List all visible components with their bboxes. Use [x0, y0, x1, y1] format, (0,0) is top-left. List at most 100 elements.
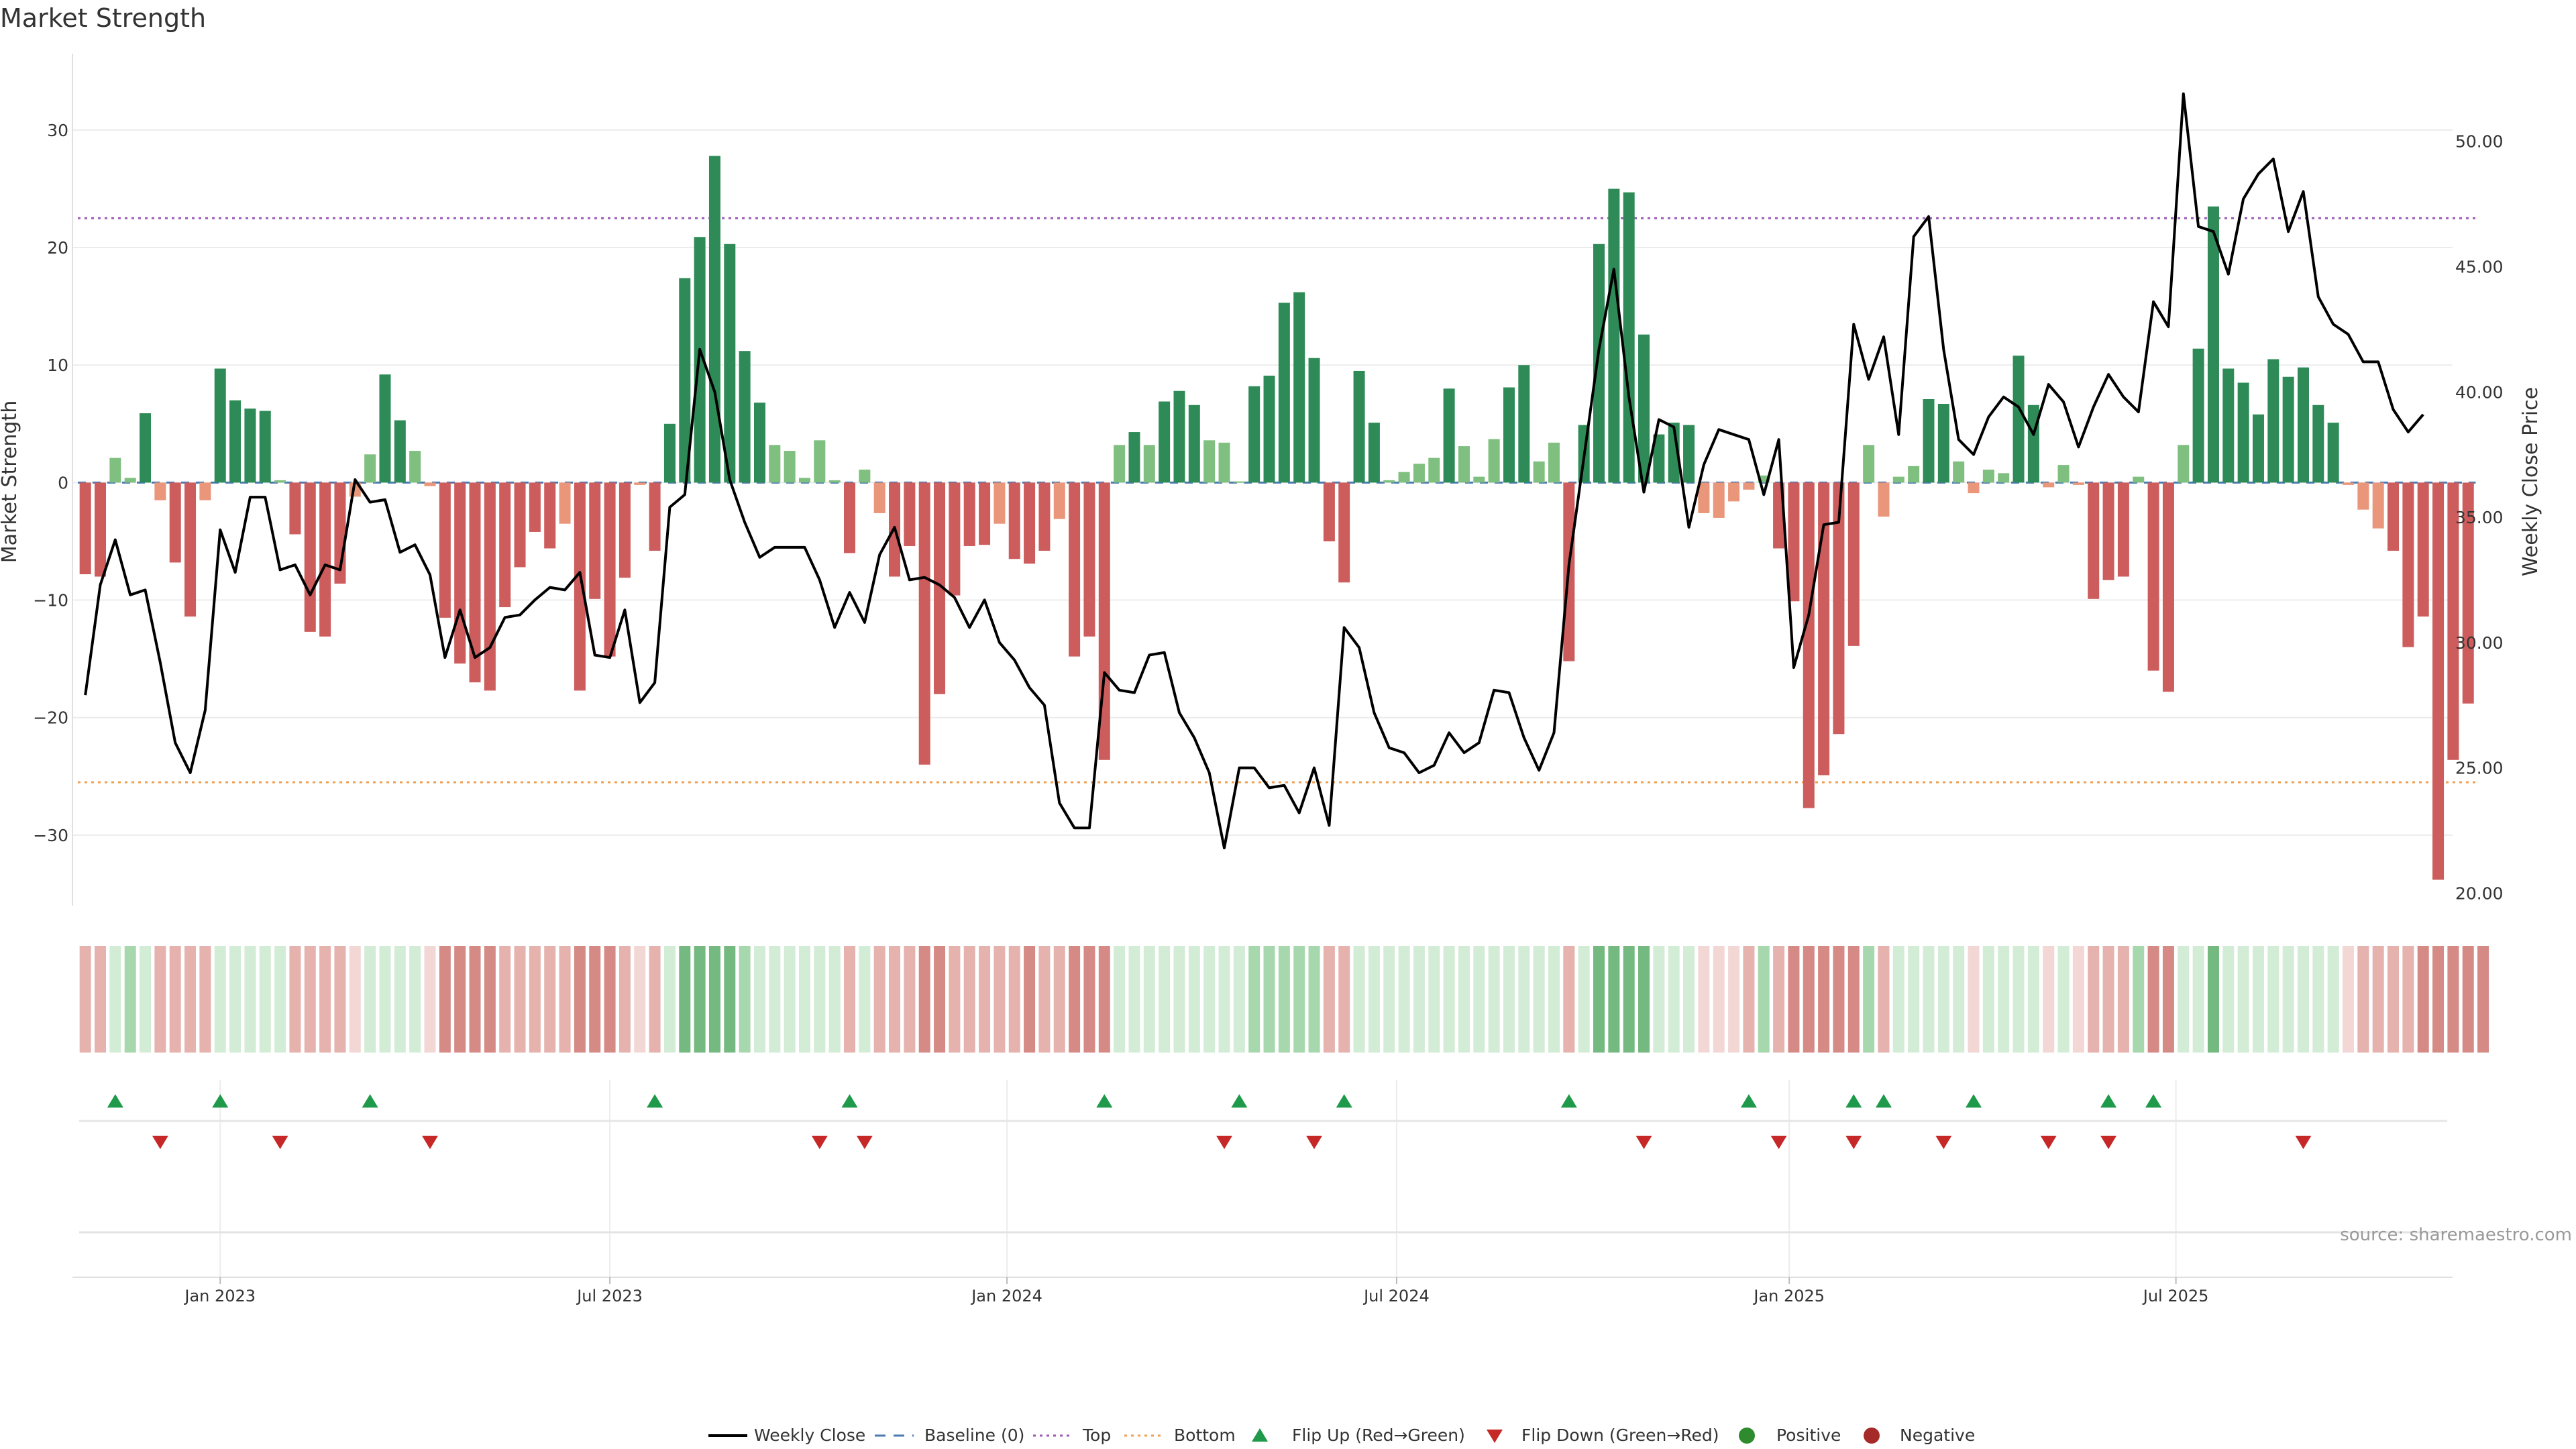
strength-bar: [2343, 482, 2355, 485]
strength-bar: [79, 482, 91, 575]
heat-band-cell: [289, 946, 301, 1053]
strength-bar: [873, 482, 885, 513]
heat-band-cell: [739, 946, 751, 1053]
flip-down-marker: [1306, 1136, 1323, 1149]
flip-up-marker: [1560, 1094, 1577, 1108]
heat-band-cell: [199, 946, 211, 1053]
heat-band-cell: [79, 946, 91, 1053]
heat-band-cell: [828, 946, 841, 1053]
heat-band-cell: [2178, 946, 2190, 1053]
flip-down-marker: [1770, 1136, 1787, 1149]
heat-band-cell: [2477, 946, 2489, 1053]
flip-down-marker: [1216, 1136, 1233, 1149]
strength-bar: [514, 482, 526, 568]
left-tick-label: 10: [47, 356, 68, 375]
strength-bar: [2432, 482, 2445, 880]
strength-bar: [124, 478, 136, 483]
legend-label: Flip Down (Green→Red): [1521, 1426, 1719, 1445]
heat-band-cell: [1698, 946, 1710, 1053]
heat-band-cell: [1338, 946, 1350, 1053]
heat-band-cell: [574, 946, 586, 1053]
strength-bar: [95, 482, 107, 577]
heat-band-cell: [2222, 946, 2235, 1053]
legend-negative-swatch: [1864, 1428, 1880, 1444]
flip-up-marker: [1096, 1094, 1113, 1108]
strength-bar: [679, 278, 691, 483]
strength-bar: [739, 351, 751, 483]
flip-up-marker: [1231, 1094, 1248, 1108]
strength-bar: [1143, 445, 1155, 483]
heat-band-cell: [1743, 946, 1755, 1053]
left-tick-label: 20: [47, 238, 68, 258]
strength-bar: [1083, 482, 1095, 637]
strength-bars: [79, 156, 2474, 880]
left-tick-label: −30: [33, 826, 68, 845]
strength-bar: [2357, 482, 2369, 510]
heat-band-cell: [1069, 946, 1081, 1053]
strength-bar: [1683, 425, 1695, 483]
right-tick-label: 30.00: [2455, 633, 2504, 653]
strength-bar: [1383, 480, 1395, 483]
heat-band-cell: [604, 946, 616, 1053]
strength-bar: [229, 400, 241, 483]
heat-band-cell: [889, 946, 901, 1053]
heat-band-cell: [1923, 946, 1935, 1053]
strength-bar: [1069, 482, 1081, 657]
flip-down-marker: [811, 1136, 828, 1149]
legend-label: Negative: [1900, 1426, 1975, 1445]
heat-band-cell: [918, 946, 930, 1053]
strength-bar: [1863, 445, 1875, 483]
flip-up-marker: [1740, 1094, 1757, 1108]
strength-bar: [1353, 370, 1365, 483]
heat-band-cell: [229, 946, 241, 1053]
x-tick-label: Jul 2023: [576, 1287, 643, 1305]
strength-bar: [2417, 482, 2429, 617]
heat-band-cell: [1053, 946, 1065, 1053]
legend-label: Baseline (0): [924, 1426, 1024, 1445]
strength-bar: [814, 440, 826, 483]
heat-band-cell: [499, 946, 511, 1053]
flip-up-marker: [362, 1094, 378, 1108]
heat-band-cell: [109, 946, 121, 1053]
heat-band-cell: [2162, 946, 2174, 1053]
strength-bar: [2252, 414, 2264, 483]
heat-band-cell: [2207, 946, 2219, 1053]
strength-bar: [439, 482, 451, 618]
strength-bar: [1803, 482, 1815, 808]
strength-bar: [1653, 434, 1665, 483]
heat-band-cell: [2237, 946, 2249, 1053]
strength-bar: [1338, 482, 1350, 583]
heat-band-cell: [769, 946, 781, 1053]
legend-label: Flip Up (Red→Green): [1292, 1426, 1465, 1445]
strength-bar: [1892, 476, 1904, 483]
heat-band-cell: [1473, 946, 1485, 1053]
strength-bar: [1878, 482, 1890, 517]
strength-bar: [1398, 472, 1410, 483]
heat-band-cell: [679, 946, 691, 1053]
strength-bar: [1937, 404, 1949, 483]
heat-band-cell: [1308, 946, 1320, 1053]
strength-bar: [2462, 482, 2474, 704]
flip-down-marker: [1845, 1136, 1862, 1149]
heat-band-cell: [154, 946, 166, 1053]
strength-bar: [798, 478, 810, 483]
heat-band-cell: [1563, 946, 1575, 1053]
strength-bar: [2282, 376, 2294, 483]
empty-indicator-panel: [72, 1231, 2453, 1278]
heat-band-cell: [2447, 946, 2459, 1053]
strength-bar: [1443, 388, 1455, 483]
heat-band-cell: [1728, 946, 1740, 1053]
heat-band-cell: [304, 946, 316, 1053]
strength-bar: [2117, 482, 2129, 577]
strength-bar: [394, 420, 406, 483]
strength-bar: [484, 482, 496, 691]
strength-bar: [1758, 475, 1770, 483]
flip-up-marker: [647, 1094, 663, 1108]
heat-band-cell: [1218, 946, 1230, 1053]
strength-bar: [604, 482, 616, 657]
heat-band-cell: [2072, 946, 2084, 1053]
heat-band-cell: [2252, 946, 2264, 1053]
strength-bar: [2072, 482, 2084, 485]
strength-bar: [2267, 359, 2279, 483]
heat-band-cell: [169, 946, 181, 1053]
